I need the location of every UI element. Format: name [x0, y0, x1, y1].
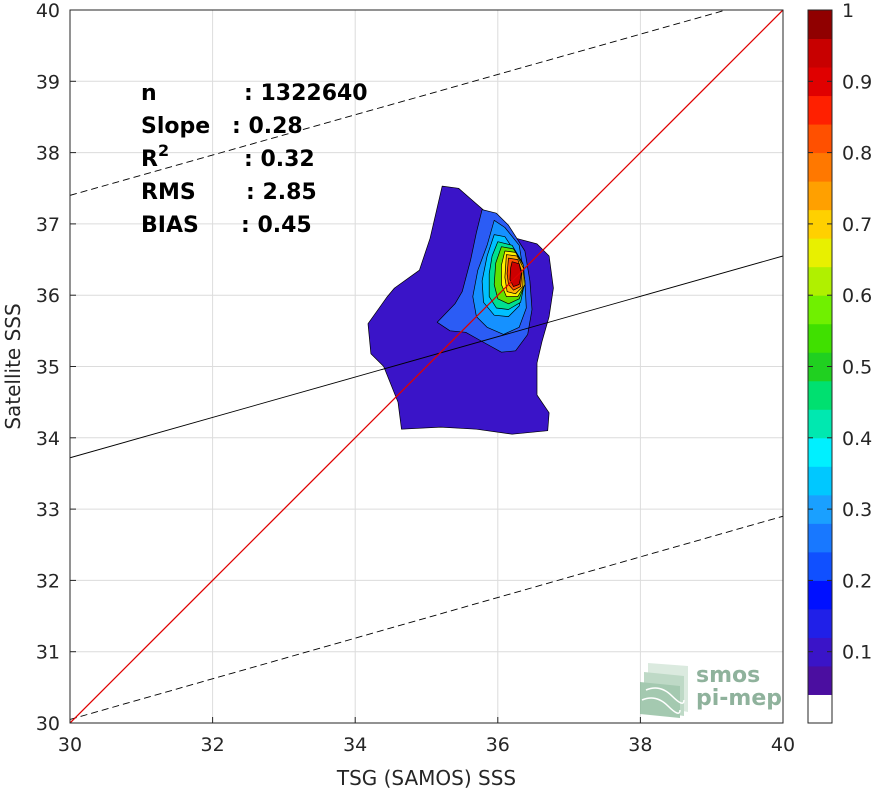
smos-pi-mep-logo: smos pi-mep	[640, 663, 782, 718]
y-tick-label: 34	[36, 428, 60, 450]
colorbar-segment	[808, 152, 832, 182]
colorbar-segment	[808, 380, 832, 410]
stat-value-rms: : 2.85	[246, 180, 317, 205]
colorbar-tick-label: 0.6	[842, 285, 872, 307]
colorbar-segment	[808, 95, 832, 125]
colorbar-segment	[808, 323, 832, 353]
x-tick-label: 36	[486, 734, 510, 756]
x-axis-ticks: 30 32 34 36 38 40	[58, 717, 795, 756]
x-tick-label: 40	[771, 734, 795, 756]
stat-label-rms: RMS	[141, 180, 196, 205]
stat-label-r: R2	[141, 141, 169, 172]
stat-value-n: : 1322640	[244, 81, 368, 106]
stat-value-r: : 0.32	[244, 147, 315, 172]
colorbar-segment	[808, 10, 832, 40]
colorbar-ticks: 0.1 0.2 0.3 0.4 0.5 0.6 0.7 0.8 0.9 1	[808, 0, 872, 664]
stat-label-n: n	[141, 81, 157, 106]
colorbar-tick-label: 1	[842, 0, 854, 22]
colorbar-tick-label: 0.4	[842, 428, 872, 450]
colorbar-segment	[808, 694, 832, 724]
colorbar-segment	[808, 181, 832, 211]
colorbar-segment	[808, 266, 832, 296]
y-tick-label: 38	[36, 143, 60, 165]
x-tick-label: 38	[628, 734, 652, 756]
y-axis-label: Satellite SSS	[1, 303, 25, 429]
stat-label-slope: Slope	[141, 114, 210, 139]
y-tick-label: 35	[36, 357, 60, 379]
regression-line	[70, 255, 783, 459]
x-tick-label: 30	[58, 734, 82, 756]
y-tick-label: 36	[36, 285, 60, 307]
colorbar-segment	[808, 238, 832, 268]
colorbar-tick-label: 0.7	[842, 214, 872, 236]
colorbar-segment	[808, 38, 832, 68]
colorbar-segment	[808, 608, 832, 638]
statistics-annotation: n : 1322640 Slope : 0.28 R2 : 0.32 RMS : 2.85 BI…	[141, 81, 368, 238]
waves-icon	[640, 663, 688, 718]
y-tick-label: 30	[36, 713, 60, 735]
stat-value-bias: : 0.45	[241, 213, 312, 238]
logo-text-line1: smos	[696, 663, 760, 688]
y-axis-ticks: 30 31 32 33 34 35 36 37 38 39 40	[36, 0, 76, 735]
colorbar-segment	[808, 409, 832, 439]
y-tick-label: 40	[36, 0, 60, 22]
colorbar-tick-label: 0.8	[842, 143, 872, 165]
colorbar-segment	[808, 523, 832, 553]
colorbar-tick-label: 0.9	[842, 71, 872, 93]
identity-line	[70, 10, 783, 723]
colorbar-segment	[808, 665, 832, 695]
x-tick-label: 32	[201, 734, 225, 756]
envelope-line	[70, 515, 783, 720]
y-tick-label: 32	[36, 570, 60, 592]
y-tick-label: 31	[36, 642, 60, 664]
colorbar-segment	[808, 124, 832, 154]
envelope-line	[70, 10, 727, 196]
y-tick-label: 39	[36, 71, 60, 93]
colorbar-segment	[808, 580, 832, 610]
x-axis-label: TSG (SAMOS) SSS	[336, 766, 516, 790]
colorbar-segment	[808, 466, 832, 496]
reference-lines	[70, 10, 783, 723]
colorbar-tick-label: 0.5	[842, 357, 872, 379]
colorbar-segment	[808, 437, 832, 467]
y-tick-label: 33	[36, 499, 60, 521]
colorbar-tick-label: 0.1	[842, 642, 872, 664]
x-tick-label: 34	[343, 734, 367, 756]
logo-text-line2: pi-mep	[696, 686, 782, 711]
colorbar-tick-label: 0.3	[842, 499, 872, 521]
colorbar-segment	[808, 295, 832, 325]
stat-value-slope: : 0.28	[232, 114, 303, 139]
colorbar-segment	[808, 551, 832, 581]
colorbar-tick-label: 0.2	[842, 570, 872, 592]
y-tick-label: 37	[36, 214, 60, 236]
stat-label-bias: BIAS	[141, 213, 199, 238]
